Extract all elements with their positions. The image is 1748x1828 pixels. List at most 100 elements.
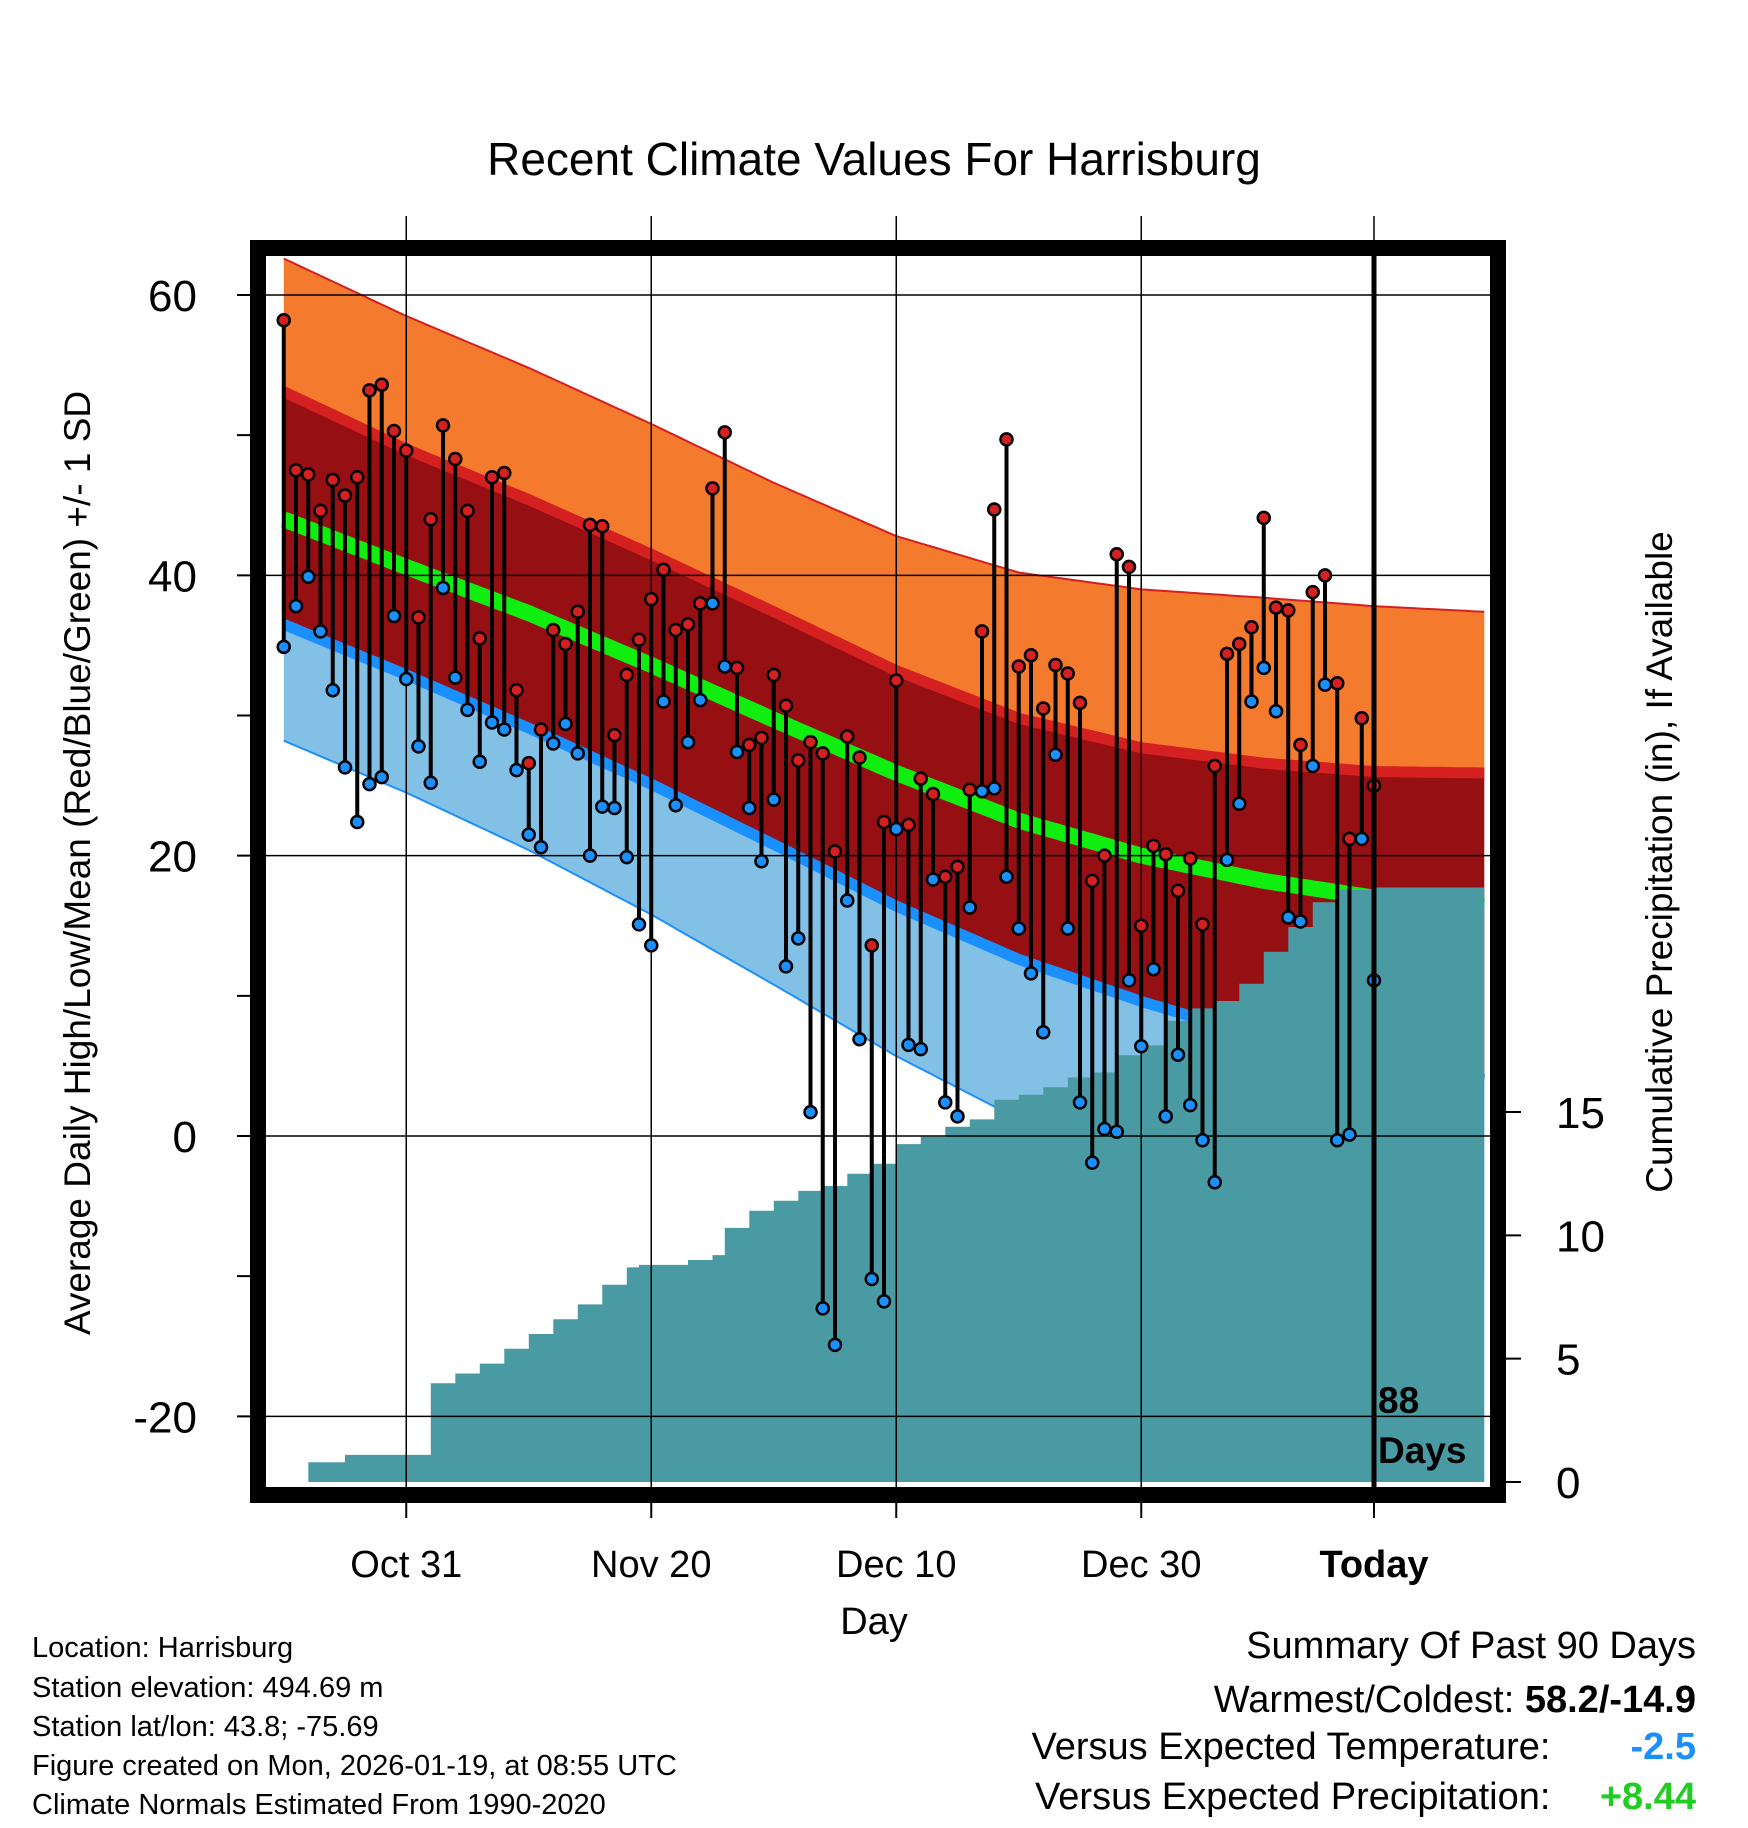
daily-high-point: [644, 591, 659, 607]
x-tick-label: Today: [1319, 1544, 1428, 1586]
daily-high-point: [1109, 547, 1124, 562]
daily-high-point: [974, 624, 990, 639]
high-upper-band: [283, 258, 1485, 774]
daily-high-point: [460, 503, 475, 519]
daily-high-point: [1060, 666, 1075, 681]
daily-high-point: [558, 636, 573, 652]
plot-frame: [250, 240, 1506, 1503]
daily-low-point: [742, 800, 757, 816]
daily-high-point: [1036, 701, 1051, 716]
normal-high-line: [281, 386, 1485, 779]
daily-low-point: [460, 702, 475, 718]
summary-precip-label: Versus Expected Precipitation:: [1035, 1776, 1551, 1818]
daily-low-point: [1207, 1175, 1222, 1190]
daily-low-point: [301, 569, 316, 584]
daily-high-point: [533, 722, 549, 737]
daily-low-point: [1305, 758, 1320, 774]
daily-high-point: [1305, 584, 1320, 600]
daily-low-point: [1232, 796, 1247, 812]
daily-low-point: [1317, 677, 1333, 692]
daily-low-point: [1244, 694, 1259, 709]
daily-low-point: [619, 849, 634, 865]
info-latlon: Station lat/lon: 43.8; -75.69: [32, 1711, 379, 1743]
info-elevation: Station elevation: 494.69 m: [32, 1672, 384, 1704]
daily-high-point: [509, 683, 524, 698]
daily-high-point: [399, 443, 414, 458]
daily-low-point: [423, 775, 438, 791]
daily-low-point: [313, 624, 328, 639]
daily-high-point: [693, 596, 708, 611]
daily-low-point: [374, 769, 389, 785]
daily-low-point: [570, 746, 585, 761]
daily-high-point: [288, 462, 304, 478]
daily-low-point: [1170, 1047, 1186, 1062]
daily-high-point: [827, 844, 843, 859]
mean-low-band: [283, 519, 1485, 1080]
daily-high-point: [595, 519, 610, 534]
daily-high-point: [754, 730, 769, 746]
y-tick-label: 60: [148, 272, 197, 321]
daily-high-point: [1158, 847, 1173, 862]
daily-high-point: [1097, 848, 1112, 863]
daily-high-point: [1072, 695, 1088, 711]
daily-high-point: [350, 469, 365, 485]
summary-temp-value: -2.5: [1630, 1726, 1696, 1768]
daily-high-point: [582, 517, 598, 533]
daily-high-point: [374, 377, 389, 392]
daily-high-point: [1195, 917, 1210, 932]
daily-high-point: [668, 622, 683, 638]
daily-low-point: [950, 1109, 965, 1124]
daily-high-point: [729, 660, 745, 676]
daily-high-point: [1268, 600, 1284, 615]
daily-low-point: [987, 781, 1002, 796]
daily-high-point: [301, 467, 316, 482]
daily-high-point: [386, 423, 402, 439]
daily-low-point: [1219, 852, 1235, 868]
daily-high-point: [791, 753, 806, 768]
daily-low-point: [533, 840, 549, 855]
x-tick-label: Nov 20: [591, 1544, 711, 1586]
daily-low-point: [729, 744, 745, 760]
daily-high-point: [521, 755, 536, 771]
daily-low-point: [778, 959, 794, 974]
daily-high-point: [484, 469, 500, 485]
daily-low-point: [913, 1041, 928, 1057]
daily-low-point: [411, 739, 426, 754]
daily-high-point: [435, 418, 451, 433]
daily-low-point: [1195, 1132, 1210, 1148]
daily-low-point: [350, 814, 365, 830]
y-axis-label-right: Cumulative Precipitation (in), If Availa…: [1639, 531, 1680, 1193]
daily-high-point: [1048, 657, 1063, 673]
daily-low-point: [827, 1337, 843, 1353]
daily-high-point: [987, 502, 1002, 517]
y2-tick-label: 15: [1556, 1089, 1605, 1138]
daily-high-point: [546, 622, 561, 638]
daily-low-point: [901, 1037, 916, 1053]
daily-low-point: [582, 848, 598, 863]
summary-extremes-value: 58.2/-14.9: [1524, 1679, 1696, 1721]
daily-high-point: [938, 869, 953, 884]
daily-low-point: [766, 792, 781, 807]
y-axis-label-left: Average Daily High/Low/Mean (Red/Blue/Gr…: [57, 391, 98, 1335]
daily-high-point: [840, 729, 855, 744]
daily-high-point: [1232, 636, 1247, 652]
summary-heading: Summary Of Past 90 Days: [1246, 1625, 1696, 1667]
daily-low-point: [852, 1032, 867, 1047]
daily-high-point: [864, 938, 879, 953]
daily-low-point: [656, 694, 671, 709]
daily-high-point: [448, 451, 463, 467]
daily-high-point: [1317, 568, 1333, 583]
daily-low-point: [974, 783, 990, 799]
daily-high-point: [619, 667, 634, 683]
daily-low-point: [693, 692, 708, 708]
daily-low-point: [840, 893, 855, 908]
daily-low-point: [1060, 921, 1075, 936]
daily-low-point: [925, 872, 941, 887]
daily-low-point: [1342, 1127, 1357, 1142]
daily-high-point: [1134, 918, 1149, 933]
x-axis-label: Day: [840, 1601, 908, 1643]
daily-high-point: [1121, 559, 1137, 575]
daily-high-point: [362, 383, 377, 398]
daily-low-point: [1121, 973, 1137, 988]
